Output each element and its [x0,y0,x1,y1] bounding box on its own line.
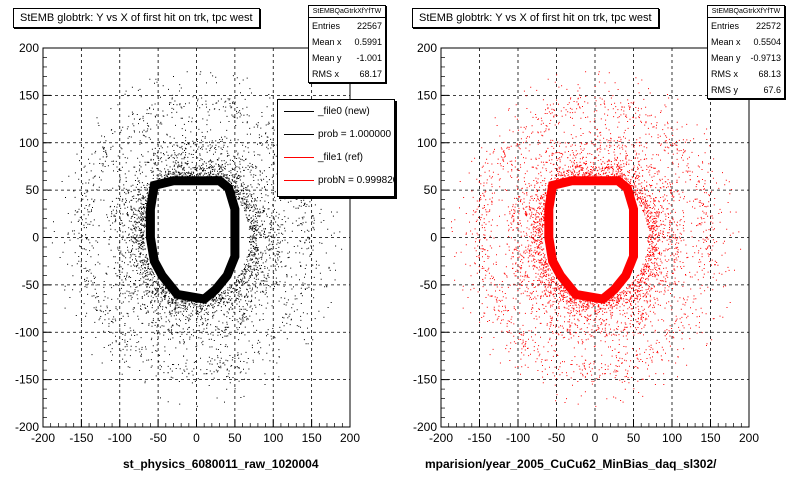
stats-row: Mean x 0.5991 [312,37,382,47]
stats-row: RMS y 67.6 [711,85,781,95]
left-plot-title: StEMB globtrk: Y vs X of first hit on tr… [13,8,260,28]
stats-row: Entries 22572 [711,21,781,31]
left-footer-label: st_physics_6080011_raw_1020004 [123,457,319,471]
legend-box: _file0 (new) prob = 1.000000 _file1 (ref… [277,99,395,197]
right-stats-header: StEMBQaGtrkXfYfTW [708,6,784,18]
right-plot-title: StEMB globtrk: Y vs X of first hit on tr… [412,8,659,28]
y-tick-label: 0 [430,231,437,245]
right-footer-label: mparision/year_2005_CuCu62_MinBias_daq_s… [425,457,717,471]
x-tick-label: -200 [31,431,55,445]
inner-hit-boundary [544,176,638,304]
stats-row: RMS x 68.17 [312,69,382,79]
x-tick-label: -100 [108,431,132,445]
x-tick-label: 200 [340,431,360,445]
x-tick-label: 100 [263,431,283,445]
y-tick-label: 200 [19,41,39,55]
y-tick-label: -50 [22,278,40,292]
x-tick-label: 150 [302,431,322,445]
y-tick-label: 100 [417,136,437,150]
y-tick-label: -50 [420,278,438,292]
stats-row: Entries 22567 [312,21,382,31]
x-tick-label: -50 [548,431,566,445]
inner-hit-boundary [145,176,240,304]
legend-entry: _file1 (ref) [278,146,394,169]
x-tick-label: 0 [592,431,599,445]
x-tick-label: -150 [69,431,93,445]
x-tick-label: 50 [627,431,641,445]
x-tick-label: 200 [739,431,759,445]
y-tick-label: -200 [15,420,39,434]
x-tick-label: -200 [429,431,453,445]
y-tick-label: 150 [417,88,437,102]
stats-row: Mean x 0.5504 [711,37,781,47]
stats-row: Mean y -1.001 [312,53,382,63]
x-tick-label: -150 [467,431,491,445]
x-tick-label: -100 [506,431,530,445]
y-tick-label: 50 [26,183,40,197]
y-tick-label: -150 [413,373,437,387]
y-tick-label: -100 [15,325,39,339]
left-stats-box: StEMBQaGtrkXfYfTW Entries 22567 Mean x 0.5… [308,5,386,83]
left-stats-header: StEMBQaGtrkXfYfTW [309,6,385,18]
y-tick-label: -100 [413,325,437,339]
legend-entry: prob = 1.000000 [278,123,394,146]
x-tick-label: -50 [149,431,167,445]
x-tick-label: 100 [662,431,682,445]
y-tick-label: 0 [32,231,39,245]
y-tick-label: 50 [424,183,438,197]
stats-row: Mean y -0.9713 [711,53,781,63]
y-tick-label: 100 [19,136,39,150]
x-tick-label: 0 [193,431,200,445]
plot-frame [440,47,750,428]
x-tick-label: 50 [228,431,242,445]
y-tick-label: 200 [417,41,437,55]
y-tick-label: 150 [19,88,39,102]
y-tick-label: -150 [15,373,39,387]
right-stats-box: StEMBQaGtrkXfYfTW Entries 22572 Mean x 0.5… [707,5,785,99]
legend-entry: probN = 0.999820 [278,169,394,192]
legend-entry: _file0 (new) [278,100,394,123]
stats-row: RMS x 68.13 [711,69,781,79]
y-tick-label: -200 [413,420,437,434]
x-tick-label: 150 [700,431,720,445]
